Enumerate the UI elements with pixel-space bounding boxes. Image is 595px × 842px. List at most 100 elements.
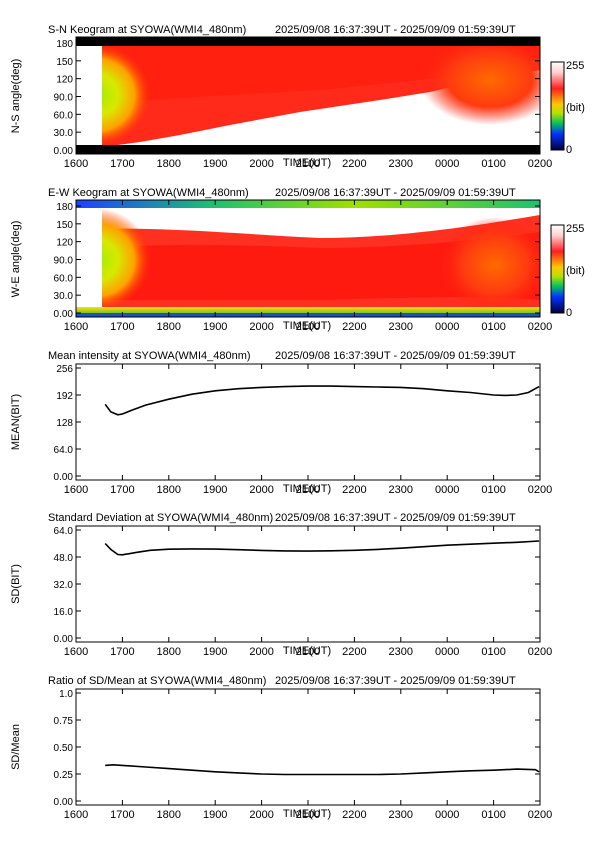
sn-colorbar-max: 255 [566,60,584,72]
mean-x-axis: 1600 1700 1800 1900 2000 2100 2200 2300 0000 0100… [64,364,552,496]
ratio-xtick-label: 0200 [528,809,552,821]
ew-keogram-ytick-label: 90.0 [54,256,74,267]
ratio-ytick-label: 0.50 [54,743,74,754]
sd-series-line [104,540,540,556]
sn-keogram-xtick-label: 0200 [528,158,552,170]
sd-x-axis: 1600 1700 1800 1900 2000 2100 2200 2300 0000 0100… [64,526,552,658]
ew-keogram-ytick-label: 150 [56,220,73,231]
sd-xtick-label: 1600 [64,646,88,658]
sn-keogram-xtick-label: 2200 [342,158,366,170]
ew-keogram-xtick-label: 2000 [249,321,273,333]
ew-keogram-ylabel: W-E angle(deg) [10,221,22,298]
sd-y-axis: 0.00 16.0 32.0 48.0 64.0 [54,526,540,645]
sn-keogram-xtick-label: 1600 [64,158,88,170]
ratio-time-range: 2025/09/08 16:37:39UT - 2025/09/09 01:59… [275,675,516,687]
ratio-x-axis: 1600 1700 1800 1900 2000 2100 2200 2300 0000 0100… [64,689,552,821]
sd-xlabel: TIME(UT) [283,645,331,657]
ew-keogram-xtick-label: 2200 [342,321,366,333]
mean-xtick-label: 2100 [296,484,320,496]
ew-keogram-xtick-label: 1700 [110,321,134,333]
ew-keogram-ytick-label: 30.0 [54,291,74,302]
ew-keogram-time-range: 2025/09/08 16:37:39UT - 2025/09/09 01:59… [275,187,516,199]
ew-keogram-xtick-label: 1600 [64,321,88,333]
ew-keogram-ytick-label: 120 [56,238,73,249]
sn-keogram-ytick-label: 180 [56,39,73,50]
sn-keogram-xtick-label: 2300 [389,158,413,170]
sd-xtick-label: 2100 [296,646,320,658]
sn-colorbar: 255 (bit) 0 [550,60,585,156]
ratio-title: Ratio of SD/Mean at SYOWA(WMI4_480nm) [48,675,266,687]
ew-colorbar-min: 0 [566,307,572,319]
ratio-xtick-label: 0000 [435,809,459,821]
ratio-xlabel: TIME(UT) [283,808,331,820]
ratio-ytick-label: 0.25 [54,770,74,781]
ew-keogram-y-axis: 0.00 30.0 60.0 90.0 120 150 180 [54,202,540,320]
ratio-plot-frame [75,688,541,806]
mean-xtick-label: 1600 [64,484,88,496]
ew-keogram-ytick-label: 60.0 [54,273,74,284]
ew-keogram-xlabel: TIME(UT) [283,320,331,332]
sn-keogram-panel: S-N Keogram at SYOWA(WMI4_480nm) 2025/09… [10,24,585,170]
ratio-xtick-label: 1900 [203,809,227,821]
mean-title: Mean intensity at SYOWA(WMI4_480nm) [48,350,251,362]
ratio-ylabel: SD/Mean [10,724,22,770]
ew-keogram-xtick-label: 0000 [435,321,459,333]
sd-xtick-label: 0200 [528,646,552,658]
mean-time-range: 2025/09/08 16:37:39UT - 2025/09/09 01:59… [275,350,516,362]
sn-keogram-ytick-label: 60.0 [54,110,74,121]
mean-ytick-label: 256 [56,364,73,375]
mean-plot-frame [75,363,541,481]
ew-keogram-image [76,200,540,317]
sn-keogram-xtick-label: 1800 [157,158,181,170]
sn-keogram-image [76,37,540,154]
sn-keogram-xlabel: TIME(UT) [283,157,331,169]
ratio-ytick-label: 1.0 [59,689,73,700]
ew-keogram-xtick-label: 2300 [389,321,413,333]
sn-keogram-xtick-label: 1900 [203,158,227,170]
sd-xtick-label: 1700 [110,646,134,658]
sd-ytick-label: 48.0 [54,553,74,564]
mean-xtick-label: 1900 [203,484,227,496]
sn-keogram-xtick-label: 0100 [481,158,505,170]
ew-keogram-title: E-W Keogram at SYOWA(WMI4_480nm) [48,187,249,199]
sd-time-range: 2025/09/08 16:37:39UT - 2025/09/09 01:59… [275,512,516,524]
sn-keogram-y-axis: 0.00 30.0 60.0 90.0 120 150 180 [54,39,540,157]
mean-ytick-label: 0.00 [54,472,74,483]
ew-keogram-xtick-label: 2100 [296,321,320,333]
ratio-xtick-label: 2300 [389,809,413,821]
ratio-xtick-label: 1700 [110,809,134,821]
sn-keogram-time-range: 2025/09/08 16:37:39UT - 2025/09/09 01:59… [275,24,516,36]
sn-keogram-ylabel: N-S angle(deg) [10,59,22,134]
mean-ytick-label: 64.0 [54,445,74,456]
ratio-xtick-label: 0100 [481,809,505,821]
ew-colorbar: 255 (bit) 0 [550,223,585,319]
mean-series-line [104,385,540,416]
ratio-xtick-label: 1600 [64,809,88,821]
sd-title: Standard Deviation at SYOWA(WMI4_480nm) [48,512,273,524]
sn-keogram-ytick-label: 120 [56,75,73,86]
ew-keogram-panel: E-W Keogram at SYOWA(WMI4_480nm) 2025/09… [10,187,585,333]
sn-keogram-ytick-label: 0.00 [54,146,74,157]
ew-keogram-ytick-label: 180 [56,202,73,213]
sn-keogram-ytick-label: 90.0 [54,93,74,104]
mean-panel: Mean intensity at SYOWA(WMI4_480nm) 2025/… [10,350,552,496]
sd-xtick-label: 0100 [481,646,505,658]
sd-xtick-label: 2300 [389,646,413,658]
ew-keogram-ytick-label: 0.00 [54,309,74,320]
mean-xtick-label: 2200 [342,484,366,496]
ew-keogram-x-axis: 1600 1700 1800 1900 2000 2100 2200 2300 0000 0100… [64,200,552,333]
ratio-panel: Ratio of SD/Mean at SYOWA(WMI4_480nm) 202… [10,675,552,821]
ratio-xtick-label: 2200 [342,809,366,821]
ew-keogram-xtick-label: 1900 [203,321,227,333]
ratio-ytick-label: 0.00 [54,797,74,808]
sd-panel: Standard Deviation at SYOWA(WMI4_480nm) 2… [10,512,552,658]
sd-ytick-label: 0.00 [54,634,74,645]
mean-xtick-label: 1800 [157,484,181,496]
ratio-xtick-label: 2000 [249,809,273,821]
sn-keogram-xtick-label: 1700 [110,158,134,170]
mean-ylabel: MEAN(BIT) [10,394,22,450]
sd-ytick-label: 64.0 [54,526,74,537]
mean-y-axis: 0.00 64.0 128 192 256 [54,364,540,483]
sn-keogram-xtick-label: 2000 [249,158,273,170]
